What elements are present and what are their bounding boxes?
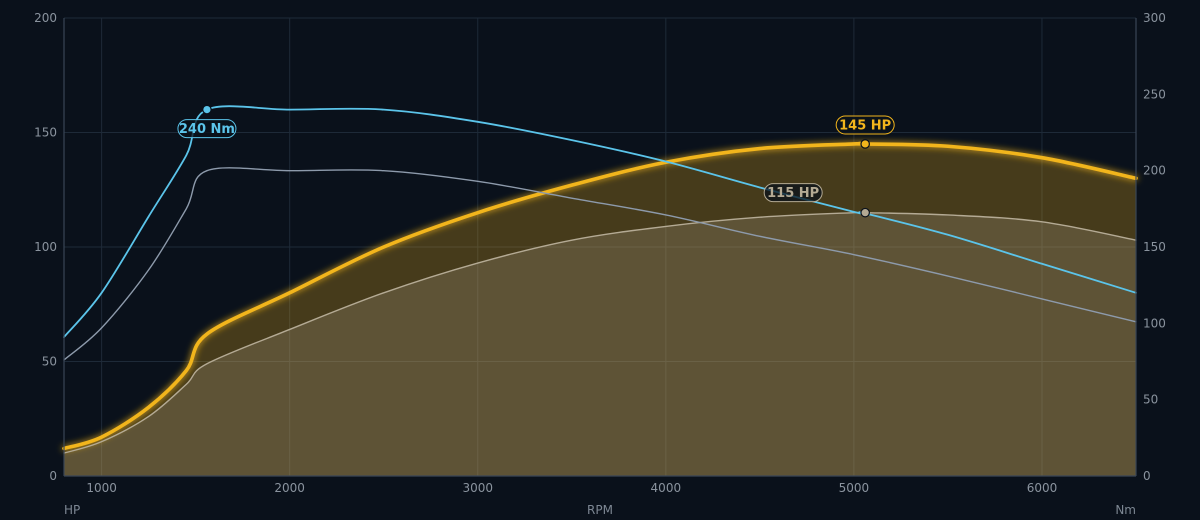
x-tick-label: 6000 [1027,481,1058,495]
x-tick-label: 3000 [462,481,493,495]
series-lines [62,105,1138,454]
series-2-line [63,211,1137,454]
series-2-area [64,212,1136,476]
y-left-tick-label: 100 [34,240,57,254]
y-left-tick-label: 50 [42,355,57,369]
x-tick-label: 4000 [651,481,682,495]
y-left-tick-label: 150 [34,126,57,140]
x-tick-label: 5000 [839,481,870,495]
x-tick-label: 2000 [274,481,305,495]
annotation-3-marker [202,104,212,115]
annotation-1-label: 145 HP [839,118,891,133]
annotation-2-marker [860,207,870,218]
y-right-tick-label: 250 [1143,87,1166,101]
y-right-tick-label: 100 [1143,316,1166,330]
y-right-tick-label: 0 [1143,469,1151,483]
tick-labels: 1000 2000 3000 4000 5000 60000501001502000501… [34,11,1166,495]
annotation-1-marker [860,139,870,149]
y-right-tick-label: 50 [1143,393,1158,407]
series-areas [64,143,1136,476]
y-axis-right-unit-label: Nm [1115,503,1136,517]
x-tick-label: 1000 [86,481,117,495]
series-1-area [64,143,1136,476]
annotation-2-label: 115 HP [767,186,819,201]
annotation-2-pill [763,183,823,203]
annotation-3-label: 240 Nm [179,122,235,137]
y-left-tick-label: 200 [34,11,57,25]
y-right-tick-label: 300 [1143,11,1166,25]
annotation-3-pill [177,119,237,139]
y-left-tick-label: 0 [49,469,57,483]
y-axis-left-unit-label: HP [64,503,80,517]
axes [63,18,1137,477]
series-4-line [63,167,1137,361]
annotation-1-pill [835,115,895,135]
x-axis-label: RPM [587,503,613,517]
y-right-tick-label: 200 [1143,164,1166,178]
y-right-tick-label: 150 [1143,240,1166,254]
annotations: 145 HP 115 HP 240 Nm [177,104,895,218]
series-3-line [63,105,1137,338]
grid [64,17,1136,476]
